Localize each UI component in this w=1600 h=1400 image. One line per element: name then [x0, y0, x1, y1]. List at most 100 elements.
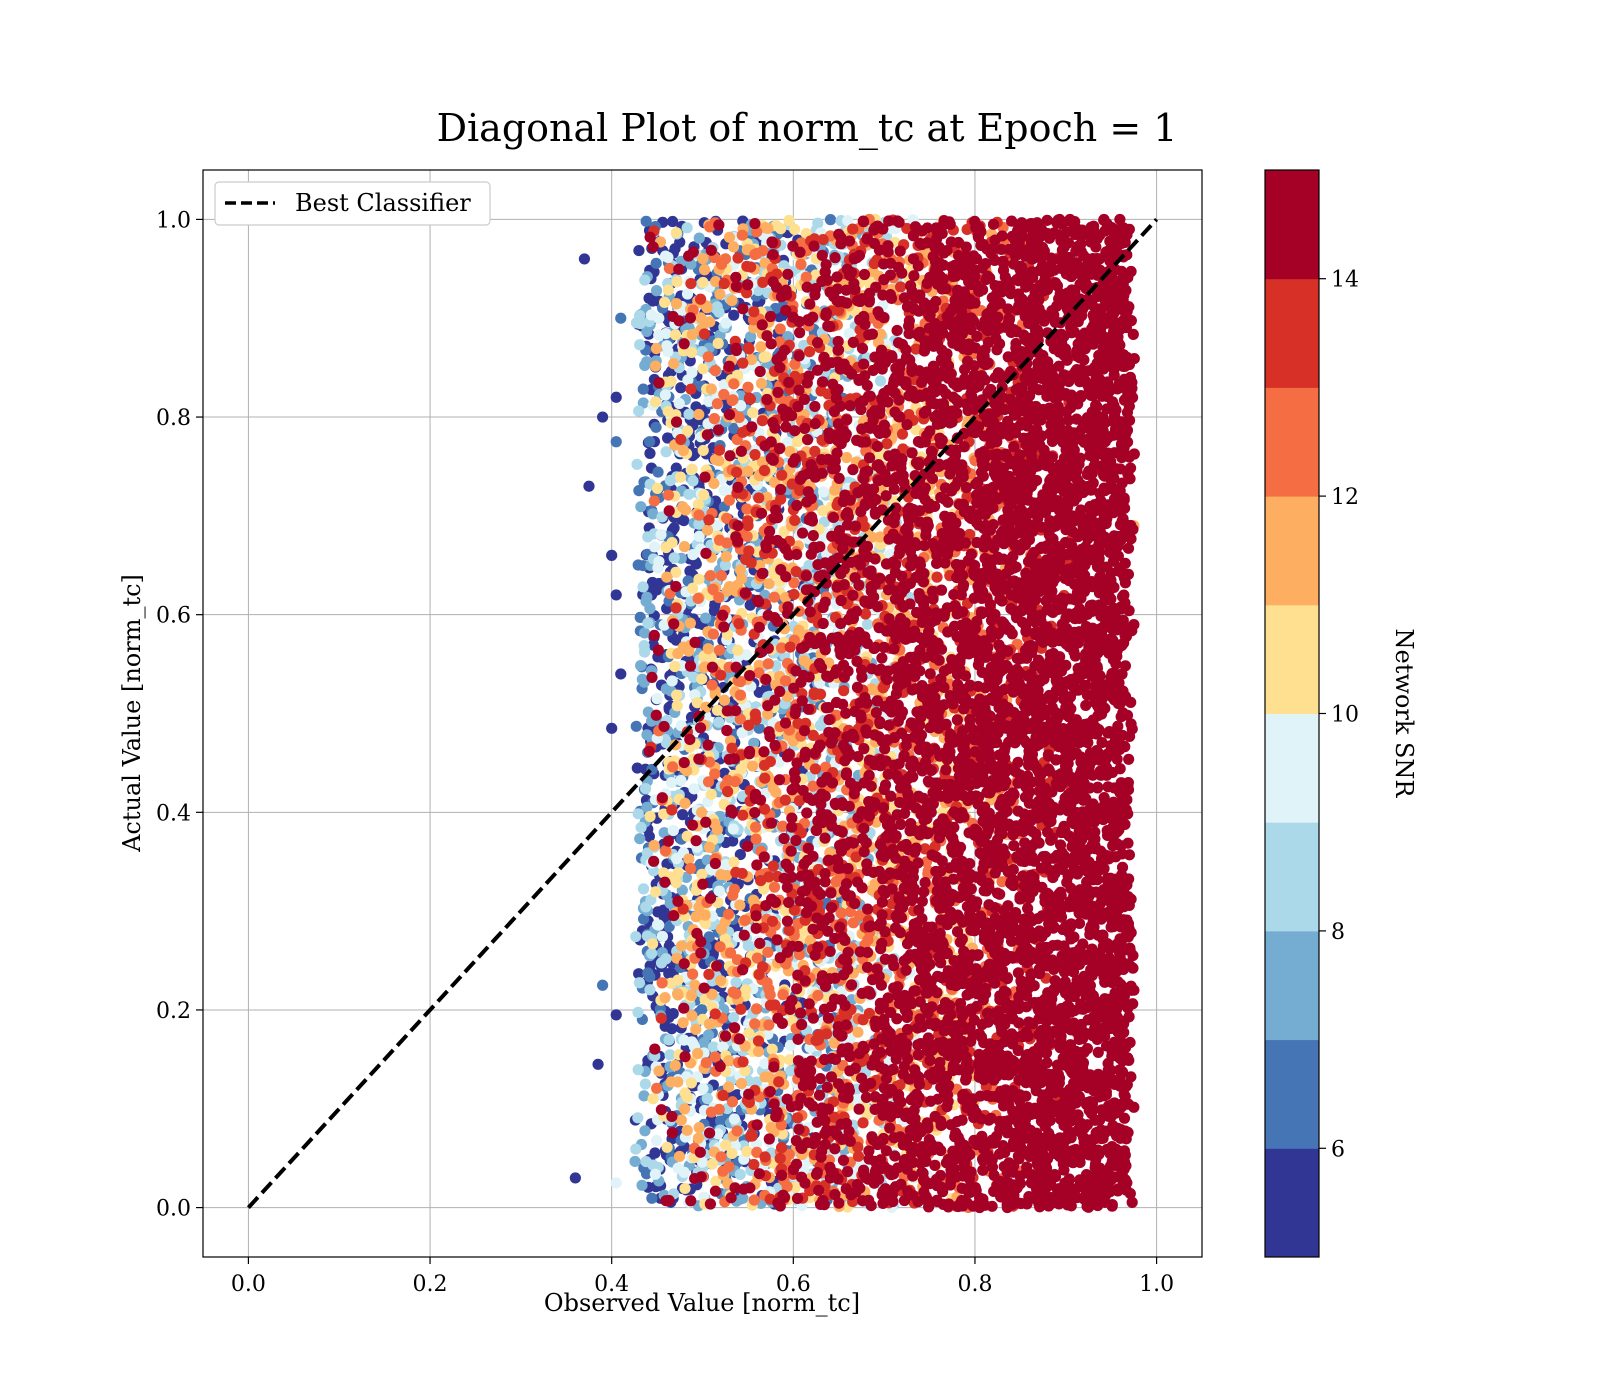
scatter-point [742, 515, 754, 527]
scatter-point [748, 306, 760, 318]
scatter-point [702, 643, 714, 655]
scatter-point [783, 924, 795, 937]
scatter-point [838, 685, 850, 697]
scatter-point [746, 760, 759, 772]
scatter-point [631, 762, 643, 774]
scatter-point [651, 482, 664, 494]
scatter-point [764, 755, 776, 768]
plot-area: 0.0 0.2 0.4 0.6 0.8 1.0 0.00.20.40.60.81.0 [156, 169, 1203, 1297]
scatter-point [713, 716, 725, 728]
scatter-point [692, 1132, 704, 1144]
scatter-point [703, 514, 715, 526]
scatter-point [814, 688, 827, 700]
scatter-point [641, 729, 653, 741]
scatter-point [671, 689, 683, 701]
scatter-point [734, 899, 746, 911]
scatter-point [669, 660, 681, 673]
scatter-point [669, 329, 682, 341]
scatter-point [649, 1147, 661, 1159]
scatter-point [610, 436, 622, 448]
scatter-point [768, 881, 781, 893]
scatter-point [655, 1012, 667, 1024]
scatter-point [668, 358, 680, 370]
scatter-point [737, 1056, 749, 1068]
scatter-point [669, 1059, 681, 1072]
scatter-point [675, 1114, 687, 1126]
scatter-point [650, 1134, 663, 1147]
scatter-point [798, 655, 810, 667]
scatter-point [662, 489, 675, 501]
scatter-point [653, 555, 665, 568]
scatter-point [773, 1076, 785, 1088]
scatter-point [677, 809, 689, 821]
scatter-point [650, 886, 662, 898]
scatter-point [698, 489, 710, 501]
scatter-point [727, 823, 739, 835]
scatter-point [703, 968, 715, 980]
scatter-point [720, 317, 732, 329]
scatter-point [669, 243, 681, 255]
scatter-point [642, 617, 654, 629]
scatter-point [671, 988, 684, 1000]
scatter-point [699, 264, 711, 276]
scatter-point [774, 323, 786, 335]
scatter-point [670, 298, 682, 310]
scatter-point [736, 867, 748, 880]
scatter-point [681, 1124, 693, 1136]
scatter-point [629, 1155, 641, 1168]
scatter-point [727, 986, 739, 998]
scatter-point [715, 570, 728, 582]
scatter-point [717, 1089, 729, 1101]
scatter-point [597, 979, 609, 991]
scatter-point [679, 1182, 691, 1195]
scatter-points [569, 213, 1140, 1214]
scatter-point [639, 274, 651, 286]
scatter-point [672, 974, 684, 986]
scatter-point [668, 552, 680, 564]
scatter-point [755, 377, 768, 390]
scatter-point [687, 475, 699, 487]
scatter-point [713, 306, 725, 318]
scatter-point [681, 288, 694, 300]
scatter-point [702, 776, 715, 788]
scatter-point [644, 984, 656, 996]
scatter-point [697, 1082, 709, 1095]
scatter-point [644, 447, 656, 459]
scatter-point [693, 232, 705, 244]
scatter-point [665, 375, 677, 387]
scatter-point [764, 989, 776, 1001]
scatter-point [675, 382, 687, 394]
scatter-point [633, 977, 646, 989]
scatter-point [681, 222, 693, 234]
scatter-point [735, 763, 747, 775]
scatter-point [739, 914, 751, 926]
scatter-point [649, 1168, 661, 1180]
scatter-point [646, 947, 658, 959]
scatter-point [699, 909, 711, 921]
scatter-point [750, 821, 762, 833]
scatter-point [663, 1034, 675, 1046]
scatter-point [812, 989, 824, 1002]
scatter-point [763, 578, 775, 590]
scatter-point [766, 915, 779, 927]
scatter-point [763, 1019, 775, 1031]
scatter-point [740, 984, 752, 996]
scatter-point [683, 408, 695, 420]
scatter-point [768, 591, 780, 603]
scatter-point [665, 776, 678, 789]
scatter-point [803, 346, 816, 358]
scatter-point [638, 627, 651, 639]
scatter-point [644, 436, 656, 448]
scatter-point [632, 559, 644, 571]
scatter-point [650, 342, 662, 355]
scatter-point [637, 883, 650, 895]
scatter-point [758, 464, 771, 477]
scatter-point [736, 229, 748, 241]
scatter-point [795, 258, 807, 270]
scatter-point [709, 364, 721, 377]
scatter-point [701, 524, 714, 536]
scatter-point [635, 501, 647, 513]
scatter-point [630, 1143, 642, 1155]
scatter-point [671, 700, 683, 712]
scatter-point [639, 782, 652, 795]
